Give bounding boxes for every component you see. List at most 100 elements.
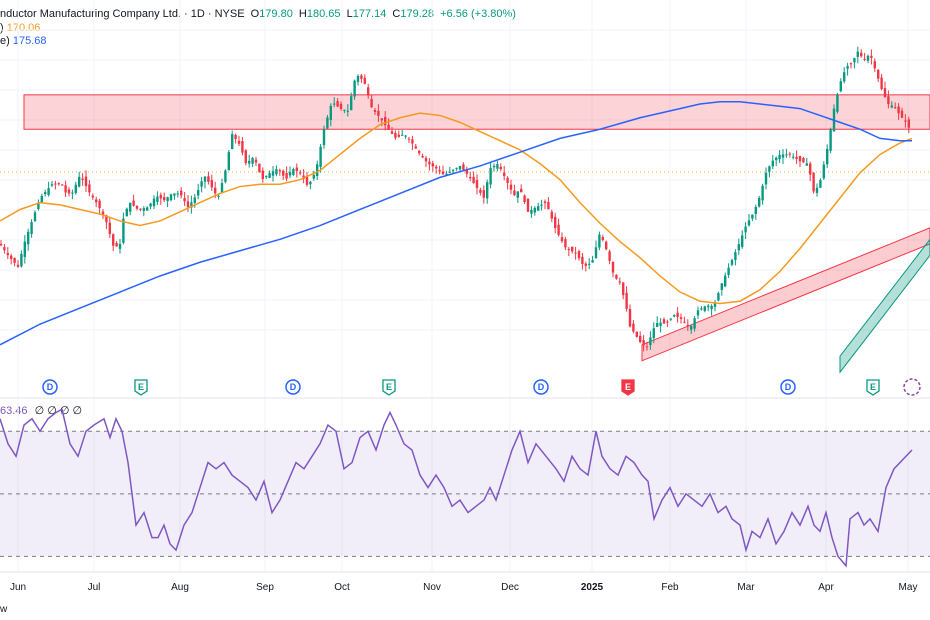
candle-body bbox=[146, 207, 149, 211]
candle-body bbox=[894, 107, 897, 109]
candle-body bbox=[207, 176, 210, 182]
candle-body bbox=[611, 261, 615, 273]
candle-body bbox=[486, 182, 489, 199]
close-value: 179.28 bbox=[400, 8, 435, 20]
candle-body bbox=[390, 131, 394, 134]
event-dividend: D bbox=[780, 379, 796, 395]
candle-body bbox=[601, 237, 604, 240]
candle-body bbox=[248, 160, 251, 164]
candle-body bbox=[316, 164, 319, 177]
ma-fast-label: ) bbox=[0, 22, 4, 34]
candle-body bbox=[469, 177, 472, 179]
candle-body bbox=[475, 179, 479, 188]
candle-body bbox=[299, 172, 302, 174]
ma-fast-value: 170.06 bbox=[6, 22, 41, 34]
candle-body bbox=[367, 87, 370, 96]
event-earnings: E bbox=[866, 379, 880, 396]
earnings-icon bbox=[621, 379, 635, 396]
candle-body bbox=[40, 195, 43, 203]
candle-body bbox=[567, 249, 570, 251]
candle-body bbox=[353, 80, 356, 97]
candle-body bbox=[781, 154, 785, 158]
candle-body bbox=[220, 183, 224, 193]
candle-body bbox=[23, 241, 26, 257]
ma-slow-line bbox=[0, 100, 912, 346]
candle-body bbox=[88, 184, 91, 193]
candle-body bbox=[431, 163, 434, 167]
candle-body bbox=[846, 66, 849, 69]
candle-body bbox=[499, 166, 502, 170]
candlesticks bbox=[0, 46, 910, 352]
candle-body bbox=[384, 116, 387, 126]
candle-body bbox=[588, 263, 591, 265]
candle-body bbox=[764, 172, 768, 185]
x-tick-label: Apr bbox=[818, 582, 834, 593]
candle-body bbox=[472, 176, 475, 184]
low-label: L bbox=[346, 8, 353, 20]
candle-body bbox=[135, 205, 139, 209]
x-tick-label: Jul bbox=[88, 582, 101, 593]
candle-body bbox=[741, 235, 744, 247]
ma-slow-label: e) bbox=[0, 35, 10, 47]
candle-body bbox=[258, 163, 261, 173]
candle-body bbox=[537, 206, 540, 211]
candle-body bbox=[411, 139, 414, 144]
candle-body bbox=[84, 176, 88, 187]
candle-body bbox=[649, 337, 652, 345]
candle-body bbox=[856, 51, 859, 57]
candle-body bbox=[275, 169, 278, 175]
candle-body bbox=[737, 244, 740, 251]
candle-body bbox=[690, 325, 693, 330]
candle-body bbox=[533, 207, 536, 213]
candle-body bbox=[707, 305, 710, 308]
candle-body bbox=[676, 312, 679, 318]
candle-body bbox=[700, 308, 703, 310]
candle-body bbox=[513, 190, 516, 196]
candle-body bbox=[516, 191, 519, 198]
x-tick-label: 2025 bbox=[581, 582, 604, 593]
candle-body bbox=[363, 77, 366, 84]
candle-body bbox=[285, 173, 288, 179]
candle-body bbox=[506, 177, 509, 183]
candle-body bbox=[598, 234, 601, 248]
candle-body bbox=[805, 163, 808, 166]
change-value: +6.56 (+3.80%) bbox=[440, 8, 516, 20]
candle-body bbox=[394, 132, 397, 138]
candle-body bbox=[863, 58, 866, 60]
candle-body bbox=[292, 169, 295, 175]
candle-body bbox=[778, 154, 781, 160]
rsi-legend: 63.46 ∅ ∅ ∅ ∅ bbox=[0, 404, 82, 417]
event-letter: E bbox=[625, 382, 631, 392]
candle-body bbox=[37, 202, 40, 210]
candle-body bbox=[282, 170, 285, 176]
candle-body bbox=[815, 187, 819, 193]
candle-body bbox=[156, 196, 159, 202]
x-tick-label: Aug bbox=[171, 582, 189, 593]
candle-body bbox=[81, 178, 84, 180]
candle-body bbox=[322, 129, 326, 146]
candle-body bbox=[448, 171, 451, 173]
candle-body bbox=[771, 160, 774, 167]
event-letter: D bbox=[785, 382, 792, 392]
candle-body bbox=[445, 173, 448, 175]
candle-body bbox=[866, 55, 870, 61]
candle-body bbox=[744, 226, 747, 233]
candle-body bbox=[214, 187, 217, 194]
candle-body bbox=[61, 184, 64, 186]
candle-body bbox=[387, 124, 390, 130]
channel-down bbox=[641, 227, 930, 362]
candle-body bbox=[115, 242, 118, 247]
dividend-icon bbox=[780, 379, 796, 395]
candle-body bbox=[618, 281, 621, 283]
candle-body bbox=[455, 167, 458, 169]
candle-body bbox=[237, 140, 241, 144]
candle-body bbox=[149, 203, 152, 207]
high-value: 180.65 bbox=[306, 8, 341, 20]
candle-body bbox=[713, 302, 717, 307]
event-earnings: E bbox=[621, 379, 635, 396]
candle-body bbox=[717, 293, 720, 301]
candle-body bbox=[3, 247, 6, 251]
candle-body bbox=[265, 176, 268, 178]
